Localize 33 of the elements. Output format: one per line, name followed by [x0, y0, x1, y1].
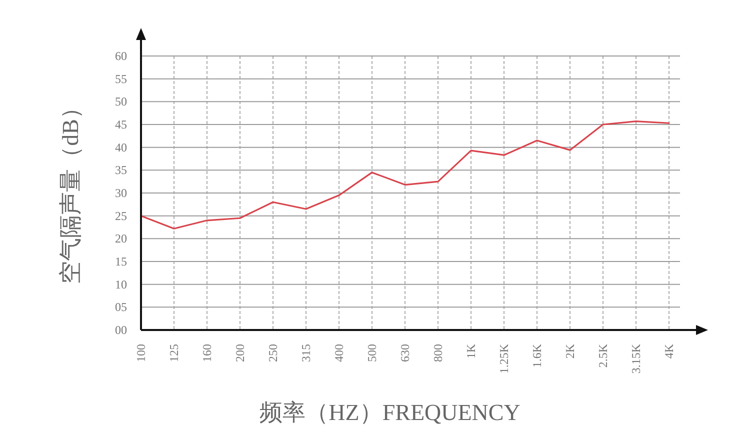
y-tick-label: 20	[115, 232, 127, 246]
x-tick-label: 800	[431, 344, 445, 362]
y-tick-label: 55	[115, 72, 127, 86]
x-tick-label: 630	[398, 344, 412, 362]
x-axis-title: 频率（HZ）FREQUENCY	[260, 400, 521, 425]
x-tick-label: 1.25K	[497, 344, 511, 374]
x-tick-label: 500	[365, 344, 379, 362]
y-tick-label: 50	[115, 94, 127, 109]
x-tick-label: 250	[266, 344, 280, 362]
x-tick-label: 3.15K	[629, 344, 643, 374]
y-tick-label: 15	[115, 254, 127, 268]
x-tick-label: 160	[200, 344, 214, 362]
x-tick-label: 1.6K	[530, 344, 544, 368]
x-tick-label: 2K	[563, 344, 577, 359]
y-axis-title: 空气隔声量（dB）	[58, 96, 83, 284]
x-tick-label: 2.5K	[596, 344, 610, 368]
y-tick-label: 05	[115, 300, 127, 314]
x-tick-label: 125	[167, 344, 181, 362]
x-tick-label: 200	[233, 344, 247, 362]
y-tick-label: 35	[115, 163, 127, 178]
y-tick-label: 10	[115, 277, 127, 292]
x-tick-label: 315	[299, 344, 313, 362]
x-tick-label: 400	[332, 344, 346, 362]
y-tick-label: 25	[115, 208, 127, 223]
y-tick-label: 30	[115, 186, 127, 200]
x-tick-label: 1K	[464, 344, 478, 359]
x-tick-label: 4K	[662, 344, 676, 359]
line-series	[140, 120, 670, 230]
y-tick-label: 45	[115, 118, 127, 132]
y-tick-label: 40	[115, 140, 127, 154]
x-tick-label: 100	[134, 344, 148, 362]
y-tick-label: 60	[115, 49, 127, 63]
y-tick-label: 00	[115, 323, 127, 337]
